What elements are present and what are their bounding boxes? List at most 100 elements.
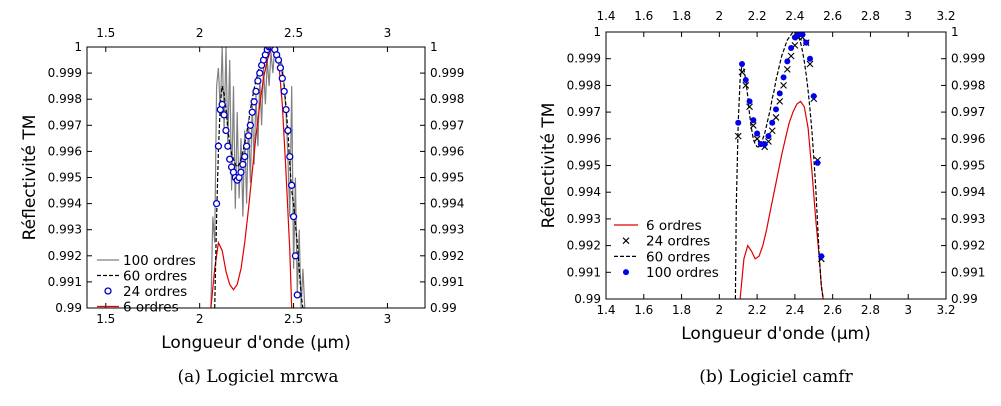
- y-tick-label-right: 0.992: [430, 249, 464, 263]
- series-100-ordres-point: [739, 61, 745, 68]
- series-24-ordres-point: [742, 82, 750, 89]
- series-24-ordres-point: [776, 98, 784, 105]
- series-100-ordres-point: [746, 98, 753, 105]
- y-tick-label: 0.991: [567, 265, 601, 279]
- x-tick-label-top: 2.2: [748, 9, 767, 23]
- series-24-ordres-point: [746, 103, 753, 111]
- y-tick-label: 0.993: [567, 212, 601, 226]
- y-tick-label-right: 0.997: [951, 105, 985, 119]
- y-tick-label: 0.99: [574, 292, 601, 306]
- series-24-ordres-point: [772, 114, 780, 121]
- series-24-ordres-point: [237, 168, 245, 176]
- series-24-ordres-point: [250, 98, 258, 106]
- series-100-ordres-point: [810, 93, 817, 100]
- series-24-ordres-point: [280, 87, 288, 96]
- legend-label: 6 ordres: [646, 218, 702, 234]
- series-24-ordres-point: [738, 68, 746, 76]
- y-tick-label: 1: [74, 40, 82, 54]
- series-100-ordres-point: [776, 90, 783, 97]
- y-tick-label-right: 0.999: [430, 66, 464, 80]
- y-tick-label-right: 0.99: [430, 301, 457, 315]
- series-6-ordres-line: [739, 100, 824, 299]
- series-24-ordres-point: [226, 155, 234, 163]
- series-24-ordres-point: [734, 132, 742, 140]
- x-tick-label: 2.5: [284, 312, 303, 326]
- series-24-ordres-point: [780, 82, 787, 89]
- x-tick-label: 2.6: [823, 303, 842, 317]
- series-24-ordres-point: [284, 126, 292, 135]
- series-24-ordres-point: [220, 111, 228, 119]
- series-100-ordres-point: [761, 141, 768, 148]
- y-tick-label-right: 1: [430, 40, 438, 54]
- series-100-ordres-point: [773, 106, 779, 113]
- y-tick-label-right: 0.995: [951, 159, 985, 173]
- series-24-ordres-point: [749, 122, 757, 129]
- series-24-ordres-point: [252, 87, 260, 96]
- y-tick-label: 0.998: [48, 92, 82, 106]
- y-tick-label-right: 0.995: [430, 171, 464, 185]
- legend-item: 60 ordres: [614, 249, 710, 265]
- y-tick-label: 0.996: [48, 144, 82, 158]
- series-24-ordres-point: [286, 152, 294, 161]
- series-24-ordres-point: [806, 60, 814, 68]
- series-100-ordres-point: [814, 159, 821, 166]
- x-tick-label: 3: [904, 303, 912, 317]
- series-24-ordres-point: [242, 142, 251, 150]
- y-tick-label: 0.994: [48, 197, 82, 211]
- figure-caption: (b) Logiciel camfr: [699, 367, 853, 387]
- x-tick-label-top: 1.8: [672, 9, 691, 23]
- legend-item: 100 ordres: [97, 253, 196, 269]
- series-24-ordres-point: [768, 127, 776, 135]
- y-tick-label: 0.994: [567, 185, 601, 199]
- series-24-ordres-point: [278, 74, 286, 82]
- series-60-ordres-line: [734, 32, 825, 299]
- series-24-ordres-point: [212, 199, 221, 208]
- legend-item: 100 ordres: [623, 265, 719, 281]
- series-24-ordres-point: [222, 126, 230, 135]
- legend-swatch: [104, 287, 112, 295]
- legend-label: 6 ordres: [123, 300, 179, 316]
- y-tick-label: 0.991: [48, 275, 82, 289]
- series-24-ordres-point: [787, 52, 795, 60]
- y-tick-label-right: 0.997: [430, 118, 464, 132]
- plot-area: [210, 47, 306, 308]
- figure-caption: (a) Logiciel mrcwa: [178, 367, 339, 387]
- legend-label: 60 ordres: [646, 249, 710, 265]
- plot-frame: [605, 31, 947, 300]
- y-tick-label: 0.996: [567, 132, 601, 146]
- x-tick-label: 2.8: [861, 303, 880, 317]
- x-tick-label-top: 2.4: [785, 9, 804, 23]
- series-100-ordres-point: [769, 119, 776, 126]
- y-tick-label: 0.995: [48, 171, 82, 185]
- legend-item: 6 ordres: [97, 300, 179, 316]
- series-100-ordres-point: [788, 45, 795, 52]
- y-tick-label-right: 0.999: [951, 52, 985, 66]
- y-tick-label-right: 1: [951, 25, 959, 39]
- series-24-ordres-point: [248, 108, 256, 116]
- x-tick-label-top: 2: [716, 9, 724, 23]
- series-100-ordres-point: [784, 58, 791, 65]
- y-tick-label-right: 0.99: [951, 292, 978, 306]
- y-tick-label-right: 0.994: [951, 185, 985, 199]
- y-tick-label: 0.992: [48, 249, 82, 263]
- y-tick-label: 0.99: [55, 301, 82, 315]
- series-24-ordres-point: [753, 135, 761, 143]
- y-tick-label: 0.997: [567, 105, 601, 119]
- plot-area: [734, 32, 825, 299]
- y-tick-label-right: 0.993: [951, 212, 985, 226]
- y-tick-label-right: 0.994: [430, 197, 464, 211]
- x-tick-label: 3.2: [936, 303, 955, 317]
- y-tick-label: 0.999: [567, 52, 601, 66]
- series-60-ordres-line: [214, 47, 304, 308]
- series-24-ordres-point: [218, 100, 226, 109]
- series-100-ordres-point: [780, 74, 787, 81]
- y-tick-label: 0.997: [48, 118, 82, 132]
- legend-item: 60 ordres: [97, 269, 187, 285]
- legend-label: 100 ordres: [123, 253, 196, 269]
- x-tick-label-top: 1.5: [96, 26, 115, 40]
- y-tick-label: 0.999: [48, 66, 82, 80]
- y-tick-label: 0.993: [48, 223, 82, 237]
- y-axis-label: Réflectivité TM: [20, 115, 40, 241]
